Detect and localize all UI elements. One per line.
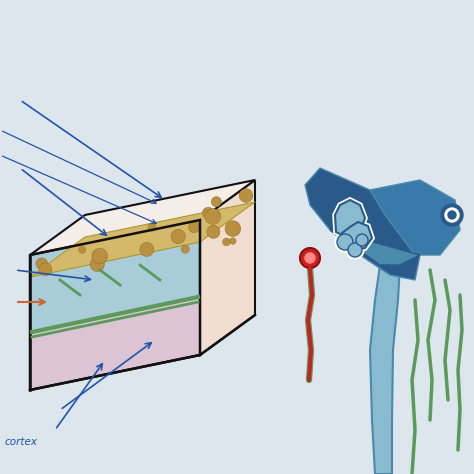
Circle shape xyxy=(239,189,253,202)
Circle shape xyxy=(348,243,362,257)
Polygon shape xyxy=(30,202,255,277)
Circle shape xyxy=(92,248,108,264)
Polygon shape xyxy=(335,200,365,238)
Polygon shape xyxy=(370,265,400,474)
Polygon shape xyxy=(335,200,365,238)
Circle shape xyxy=(305,253,315,263)
Circle shape xyxy=(181,245,189,253)
Circle shape xyxy=(211,197,221,207)
Circle shape xyxy=(356,234,368,246)
Circle shape xyxy=(335,232,355,252)
Circle shape xyxy=(189,222,200,233)
Circle shape xyxy=(448,211,456,219)
Circle shape xyxy=(205,209,221,224)
Polygon shape xyxy=(342,222,372,250)
Circle shape xyxy=(79,246,86,253)
Circle shape xyxy=(148,223,156,231)
Polygon shape xyxy=(330,230,420,265)
Circle shape xyxy=(39,263,52,276)
Circle shape xyxy=(140,242,154,256)
Polygon shape xyxy=(370,180,460,255)
Polygon shape xyxy=(30,220,200,390)
Circle shape xyxy=(337,234,353,250)
Circle shape xyxy=(36,258,47,270)
Polygon shape xyxy=(30,180,255,255)
Circle shape xyxy=(300,248,320,268)
Circle shape xyxy=(346,241,364,259)
Circle shape xyxy=(354,232,370,248)
Circle shape xyxy=(171,229,185,244)
Circle shape xyxy=(445,208,459,222)
Polygon shape xyxy=(305,168,420,280)
Text: cortex: cortex xyxy=(5,437,38,447)
Polygon shape xyxy=(30,295,200,390)
Circle shape xyxy=(90,257,104,272)
Circle shape xyxy=(202,207,214,219)
Polygon shape xyxy=(200,180,255,355)
Circle shape xyxy=(229,238,236,244)
Circle shape xyxy=(207,225,220,238)
Circle shape xyxy=(223,238,230,246)
Circle shape xyxy=(225,221,241,237)
Polygon shape xyxy=(342,222,372,250)
Circle shape xyxy=(441,204,463,226)
